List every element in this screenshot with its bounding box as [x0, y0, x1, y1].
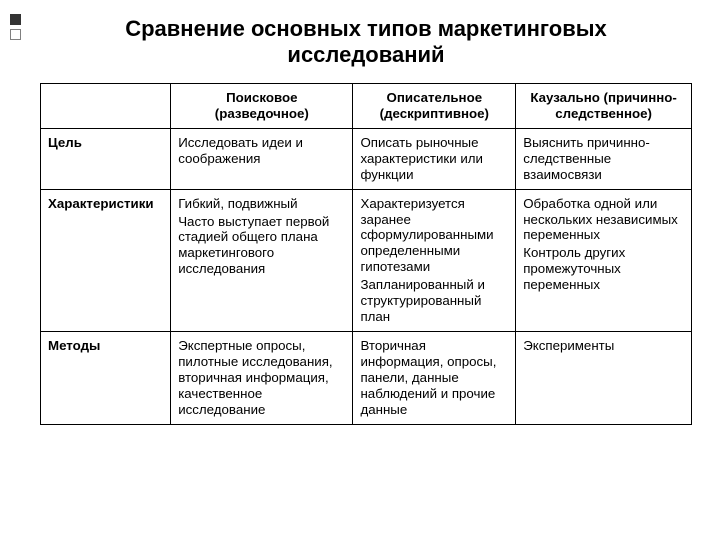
table-row: МетодыЭкспертные опросы, пилотные исслед… [41, 332, 692, 425]
cell-paragraph: Обработка одной или нескольких независим… [523, 196, 684, 244]
col-header-exploratory: Поисковое (разведочное) [171, 83, 353, 128]
table-cell: Экспертные опросы, пилотные исследования… [171, 332, 353, 425]
table-cell: Обработка одной или нескольких независим… [516, 189, 692, 332]
table-cell: Вторичная информация, опросы, панели, да… [353, 332, 516, 425]
table-cell: Исследовать идеи и соображения [171, 128, 353, 189]
comparison-table: Поисковое (разведочное) Описательное (де… [40, 83, 692, 425]
cell-paragraph: Эксперименты [523, 338, 684, 354]
slide-content: Сравнение основных типов маркетинговых и… [0, 0, 720, 540]
cell-paragraph: Вторичная информация, опросы, панели, да… [360, 338, 508, 418]
col-header-descriptive: Описательное (дескриптивное) [353, 83, 516, 128]
table-body: ЦельИсследовать идеи и соображения Описат… [41, 128, 692, 424]
table-cell: Характеризуется заранее сформулированным… [353, 189, 516, 332]
table-cell: Эксперименты [516, 332, 692, 425]
cell-paragraph: Описать рыночные характеристики или функ… [360, 135, 508, 183]
cell-paragraph: Часто выступает первой стадией общего пл… [178, 214, 345, 278]
table-cell: Описать рыночные характеристики или функ… [353, 128, 516, 189]
cell-paragraph: Экспертные опросы, пилотные исследования… [178, 338, 345, 418]
row-header: Методы [41, 332, 171, 425]
table-cell: Выяснить причинно-следственные взаимосвя… [516, 128, 692, 189]
table-row: Характеристики Гибкий, подвижный Часто выс… [41, 189, 692, 332]
col-header-empty [41, 83, 171, 128]
table-row: ЦельИсследовать идеи и соображения Описат… [41, 128, 692, 189]
slide-title: Сравнение основных типов маркетинговых и… [40, 16, 692, 69]
cell-paragraph: Контроль других промежуточных переменных [523, 245, 684, 293]
table-header-row: Поисковое (разведочное) Описательное (де… [41, 83, 692, 128]
cell-paragraph: Запланированный и структурированный план [360, 277, 508, 325]
row-header: Цель [41, 128, 171, 189]
cell-paragraph: Выяснить причинно-следственные взаимосвя… [523, 135, 684, 183]
col-header-causal: Каузально (причинно-следственное) [516, 83, 692, 128]
cell-paragraph: Исследовать идеи и соображения [178, 135, 345, 167]
table-cell: Гибкий, подвижный Часто выступает первой … [171, 189, 353, 332]
cell-paragraph: Гибкий, подвижный [178, 196, 345, 212]
row-header: Характеристики [41, 189, 171, 332]
cell-paragraph: Характеризуется заранее сформулированным… [360, 196, 508, 276]
